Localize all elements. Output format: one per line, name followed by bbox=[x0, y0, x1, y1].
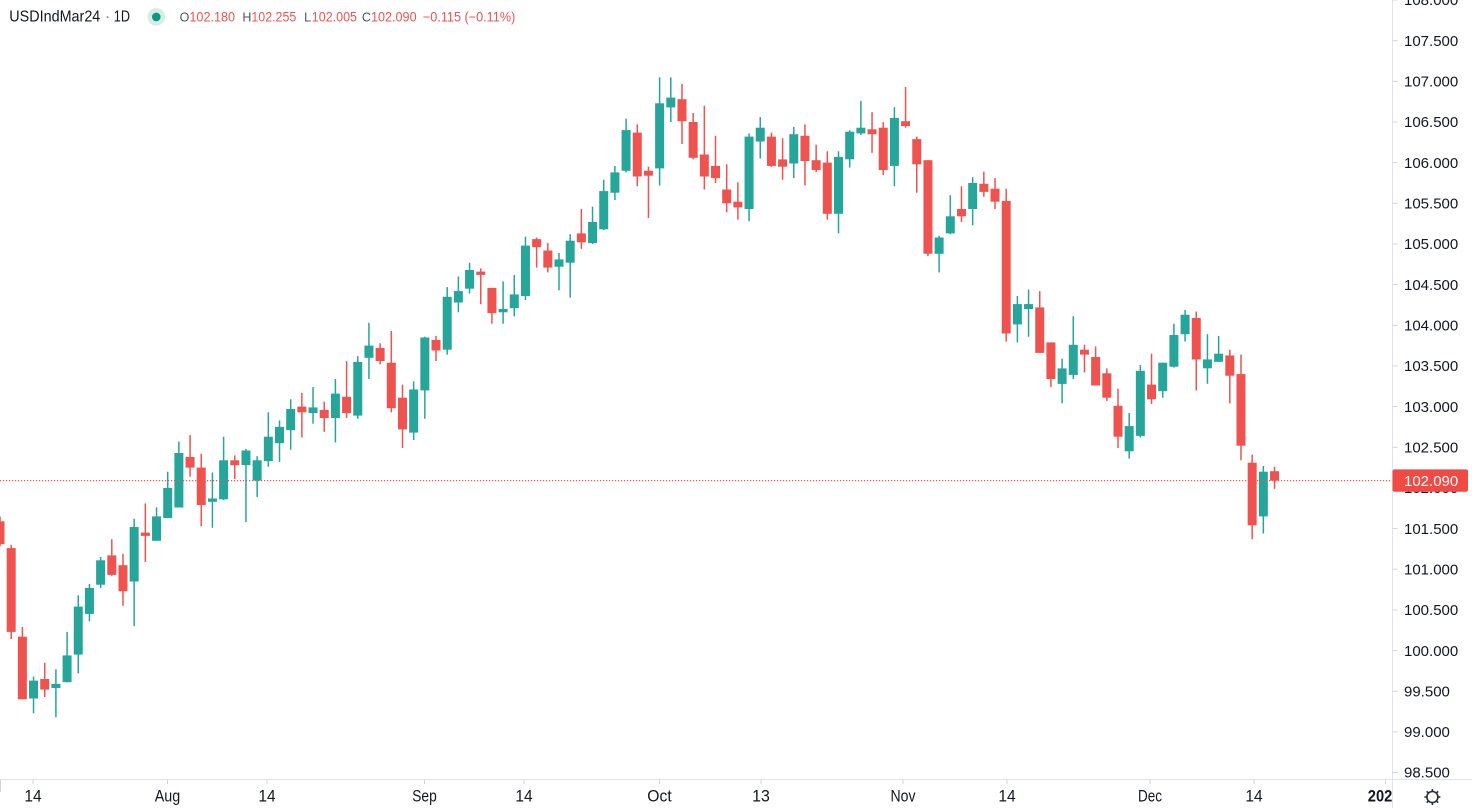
svg-text:103.000: 103.000 bbox=[1404, 399, 1458, 416]
svg-text:L: L bbox=[304, 10, 311, 24]
svg-text:14: 14 bbox=[515, 787, 532, 806]
svg-text:Dec: Dec bbox=[1138, 787, 1162, 806]
svg-text:102.090: 102.090 bbox=[371, 9, 417, 24]
svg-text:14: 14 bbox=[24, 787, 41, 806]
svg-text:14: 14 bbox=[1245, 787, 1262, 806]
svg-text:−0.115 (−0.11%): −0.115 (−0.11%) bbox=[423, 9, 515, 24]
svg-text:Nov: Nov bbox=[891, 787, 916, 806]
svg-text:98.500: 98.500 bbox=[1404, 765, 1450, 782]
svg-text:106.500: 106.500 bbox=[1404, 114, 1458, 131]
svg-text:Aug: Aug bbox=[155, 787, 181, 806]
svg-text:C: C bbox=[362, 10, 371, 24]
svg-text:107.000: 107.000 bbox=[1404, 74, 1458, 91]
svg-text:108.000: 108.000 bbox=[1404, 0, 1458, 9]
svg-text:104.500: 104.500 bbox=[1404, 277, 1458, 294]
svg-text:Oct: Oct bbox=[647, 787, 672, 806]
svg-text:105.000: 105.000 bbox=[1404, 236, 1458, 253]
svg-text:Sep: Sep bbox=[412, 787, 437, 806]
svg-text:105.500: 105.500 bbox=[1404, 196, 1458, 213]
svg-text:1D: 1D bbox=[114, 8, 130, 25]
svg-text:99.500: 99.500 bbox=[1404, 683, 1450, 700]
svg-text:102.255: 102.255 bbox=[251, 9, 296, 24]
svg-text:107.500: 107.500 bbox=[1404, 33, 1458, 50]
svg-text:14: 14 bbox=[998, 787, 1015, 806]
svg-text:H: H bbox=[242, 10, 251, 24]
svg-text:2024: 2024 bbox=[1368, 787, 1401, 806]
svg-text:101.500: 101.500 bbox=[1404, 521, 1458, 538]
svg-text:104.000: 104.000 bbox=[1404, 318, 1458, 335]
svg-text:100.000: 100.000 bbox=[1404, 643, 1458, 660]
svg-text:106.000: 106.000 bbox=[1404, 155, 1458, 172]
svg-text:100.500: 100.500 bbox=[1404, 602, 1458, 619]
svg-text:·: · bbox=[105, 8, 110, 25]
svg-text:102.090: 102.090 bbox=[1404, 473, 1458, 490]
svg-text:103.500: 103.500 bbox=[1404, 358, 1458, 375]
svg-text:102.500: 102.500 bbox=[1404, 440, 1458, 457]
svg-text:99.000: 99.000 bbox=[1404, 724, 1450, 741]
svg-text:14: 14 bbox=[258, 787, 275, 806]
svg-text:USDIndMar24: USDIndMar24 bbox=[9, 8, 100, 25]
svg-text:13: 13 bbox=[752, 787, 770, 806]
svg-text:102.180: 102.180 bbox=[189, 9, 235, 24]
svg-text:102.005: 102.005 bbox=[312, 9, 357, 24]
svg-text:101.000: 101.000 bbox=[1404, 561, 1458, 578]
svg-text:O: O bbox=[180, 10, 190, 24]
